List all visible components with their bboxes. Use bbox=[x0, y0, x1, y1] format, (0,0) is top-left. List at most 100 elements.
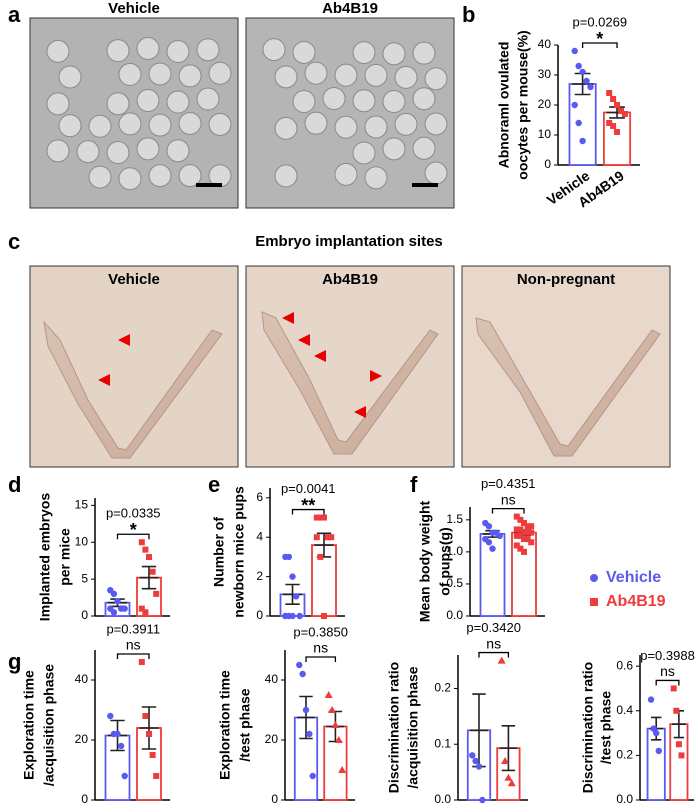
oocyte bbox=[118, 62, 142, 86]
data-point bbox=[328, 706, 337, 713]
oocyte bbox=[334, 162, 358, 186]
data-point bbox=[513, 542, 520, 549]
section-title: Embryo implantation sites bbox=[255, 233, 443, 250]
y-axis-label: Mean body weight bbox=[417, 500, 433, 622]
oocyte bbox=[394, 112, 418, 136]
data-point bbox=[575, 119, 582, 127]
data-point bbox=[524, 523, 531, 530]
data-point bbox=[653, 729, 660, 737]
y-tick-label: 40 bbox=[75, 672, 89, 686]
oocyte bbox=[58, 65, 82, 89]
y-tick-label: 0 bbox=[81, 792, 88, 806]
p-value: p=0.3988 bbox=[640, 648, 695, 663]
data-point bbox=[313, 514, 320, 521]
data-point bbox=[517, 526, 524, 533]
panel-letter: e bbox=[208, 472, 220, 497]
data-point bbox=[138, 659, 145, 665]
data-point bbox=[479, 796, 486, 804]
data-point bbox=[110, 590, 118, 598]
legend-label: Vehicle bbox=[606, 569, 661, 586]
data-point bbox=[501, 756, 510, 764]
oocyte bbox=[262, 38, 286, 62]
y-tick-label: 0.0 bbox=[434, 792, 451, 806]
data-point bbox=[485, 523, 493, 530]
y-tick-label: 10 bbox=[75, 534, 89, 548]
oocyte bbox=[106, 39, 130, 63]
significance-label: ns bbox=[501, 491, 516, 507]
y-tick-label: 5 bbox=[81, 571, 88, 585]
y-tick-label: 15 bbox=[75, 498, 89, 512]
error-bar bbox=[139, 706, 159, 750]
y-tick-label: 0 bbox=[544, 157, 551, 171]
data-point bbox=[617, 108, 624, 114]
oocyte bbox=[292, 90, 316, 114]
data-point bbox=[517, 532, 524, 539]
data-point bbox=[606, 120, 613, 126]
data-point bbox=[521, 548, 527, 555]
p-value: p=0.0335 bbox=[106, 506, 161, 521]
y-tick-label: 40 bbox=[265, 672, 279, 686]
image-title: Non-pregnant bbox=[517, 271, 615, 288]
error-bar bbox=[282, 583, 303, 605]
y-axis-label: of pups(g) bbox=[437, 527, 453, 595]
y-tick-label: 0.2 bbox=[434, 681, 451, 695]
oocyte bbox=[304, 61, 328, 85]
data-point bbox=[121, 772, 128, 780]
significance-bracket bbox=[478, 651, 510, 658]
arrowheads bbox=[98, 312, 382, 418]
y-tick-label: 1.5 bbox=[446, 512, 463, 526]
y-axis-label: /test phase bbox=[598, 691, 614, 764]
oocyte bbox=[334, 63, 358, 87]
significance-bracket bbox=[491, 507, 525, 514]
image-title: Ab4B19 bbox=[322, 0, 378, 17]
y-tick-label: 0.0 bbox=[446, 608, 463, 622]
oocyte bbox=[364, 166, 388, 190]
data-point bbox=[328, 534, 335, 541]
oocyte bbox=[178, 64, 202, 88]
data-point bbox=[475, 763, 483, 770]
data-point bbox=[587, 83, 594, 91]
data-point bbox=[678, 752, 685, 759]
data-point bbox=[513, 526, 520, 533]
y-tick-label: 6 bbox=[256, 490, 263, 504]
data-point bbox=[153, 773, 160, 779]
oocyte bbox=[208, 61, 232, 85]
data-point bbox=[504, 773, 513, 781]
y-tick-label: 2 bbox=[256, 569, 263, 583]
y-tick-label: 0.1 bbox=[434, 736, 451, 750]
oocyte bbox=[166, 90, 190, 114]
oocyte bbox=[46, 92, 70, 116]
data-point bbox=[571, 101, 578, 109]
y-tick-label: 30 bbox=[538, 67, 552, 81]
data-point bbox=[496, 532, 503, 540]
image-title: Vehicle bbox=[108, 0, 160, 17]
legend-marker bbox=[590, 574, 598, 582]
oocyte bbox=[106, 92, 130, 116]
data-point bbox=[614, 102, 621, 108]
data-point bbox=[647, 696, 655, 703]
data-point bbox=[149, 568, 156, 575]
data-point bbox=[524, 536, 531, 543]
data-point bbox=[138, 539, 145, 546]
bar bbox=[568, 83, 597, 166]
y-tick-label: 0 bbox=[271, 792, 278, 806]
y-tick-label: 0.5 bbox=[446, 576, 463, 590]
significance-bracket bbox=[116, 653, 150, 659]
oocyte bbox=[274, 164, 298, 188]
data-point bbox=[610, 123, 617, 129]
oocyte bbox=[148, 113, 172, 137]
oocyte bbox=[148, 164, 172, 188]
significance-bracket bbox=[581, 42, 618, 48]
data-point bbox=[517, 516, 524, 523]
photo bbox=[245, 265, 455, 468]
oocyte bbox=[178, 164, 202, 188]
data-point bbox=[621, 111, 628, 117]
data-point bbox=[513, 513, 520, 520]
data-point bbox=[579, 68, 586, 76]
data-point bbox=[334, 736, 343, 743]
image-title: Vehicle bbox=[108, 271, 160, 288]
y-axis-label: Implanted embryos bbox=[37, 493, 53, 622]
oocyte bbox=[118, 112, 142, 136]
oocyte bbox=[166, 139, 190, 163]
